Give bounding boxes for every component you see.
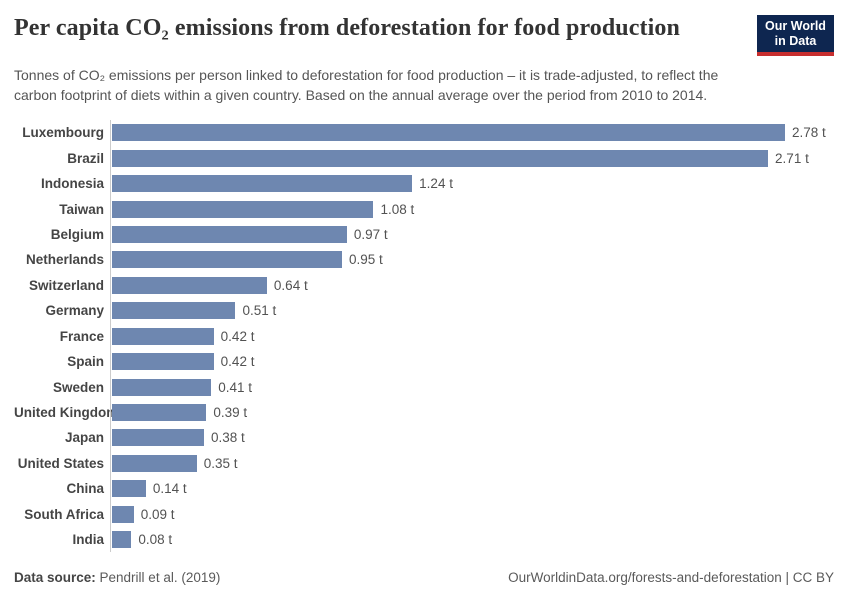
value-label: 0.39 t <box>213 405 248 421</box>
category-label: Sweden <box>52 379 104 395</box>
data-source: Data source: Pendrill et al. (2019) <box>14 570 220 585</box>
bar[interactable] <box>112 531 132 549</box>
bar-track: 2.78 t <box>110 120 836 146</box>
bar[interactable] <box>112 353 214 371</box>
footer: Data source: Pendrill et al. (2019) OurW… <box>14 570 834 585</box>
data-source-value: Pendrill et al. (2019) <box>95 570 221 585</box>
value-label: 0.51 t <box>242 303 277 319</box>
bar[interactable] <box>112 505 134 523</box>
bar[interactable] <box>112 276 267 294</box>
value-label: 0.35 t <box>203 455 238 471</box>
chart-row: France 0.42 t <box>14 323 836 349</box>
bar[interactable] <box>112 404 207 422</box>
chart-row: Indonesia 1.24 t <box>14 170 836 197</box>
category-label: Belgium <box>50 226 104 242</box>
bar-track: 0.97 t <box>110 221 836 248</box>
footer-link[interactable]: OurWorldinData.org/forests-and-deforesta… <box>508 570 834 585</box>
bar[interactable] <box>112 302 236 320</box>
header: Per capita CO₂ emissions from deforestat… <box>14 14 834 56</box>
bar-track: 0.38 t <box>110 425 836 451</box>
chart-row: India 0.08 t <box>14 527 836 553</box>
bar[interactable] <box>112 480 146 498</box>
value-label: 1.08 t <box>380 201 415 217</box>
chart-row: Spain 0.42 t <box>14 348 836 375</box>
value-label: 0.08 t <box>138 532 173 548</box>
bar-track: 0.42 t <box>110 323 836 349</box>
bar-track: 0.39 t <box>110 399 836 426</box>
value-label: 0.42 t <box>220 328 255 344</box>
bar[interactable] <box>112 225 347 243</box>
value-label: 0.97 t <box>353 226 388 242</box>
bar-track: 0.42 t <box>110 348 836 375</box>
value-label: 2.71 t <box>775 150 809 166</box>
bar-track: 1.08 t <box>110 196 836 222</box>
category-label: Switzerland <box>28 277 104 293</box>
bar[interactable] <box>112 429 204 447</box>
category-label: France <box>59 328 104 344</box>
chart-row: Netherlands 0.95 t <box>14 247 836 273</box>
chart-row: Japan 0.38 t <box>14 425 836 451</box>
value-label: 2.78 t <box>792 125 826 141</box>
value-label: 0.64 t <box>273 277 308 293</box>
page-title: Per capita CO₂ emissions from deforestat… <box>14 15 680 41</box>
bar[interactable] <box>112 327 214 345</box>
chart-row: Luxembourg 2.78 t <box>14 120 836 146</box>
category-label: Japan <box>64 430 104 446</box>
chart-row: United States 0.35 t <box>14 450 836 477</box>
chart-row: Sweden 0.41 t <box>14 374 836 400</box>
bar[interactable] <box>112 175 413 193</box>
value-label: 1.24 t <box>419 176 453 192</box>
bar[interactable] <box>112 200 374 218</box>
chart-rows: Luxembourg 2.78 t Brazil 2.71 t Indonesi… <box>14 120 836 553</box>
value-label: 0.42 t <box>220 354 255 370</box>
chart-row: United Kingdom 0.39 t <box>14 399 836 426</box>
chart-subtitle: Tonnes of CO₂ emissions per person linke… <box>14 67 719 104</box>
owid-logo-line2: in Data <box>774 34 817 48</box>
category-label: South Africa <box>24 506 104 522</box>
data-source-label: Data source: <box>14 570 96 585</box>
chart-row: Germany 0.51 t <box>14 298 836 324</box>
category-label: Indonesia <box>40 176 104 192</box>
value-label: 0.09 t <box>140 506 175 522</box>
bar[interactable] <box>112 378 212 396</box>
category-label: United States <box>17 455 104 471</box>
chart-row: Brazil 2.71 t <box>14 145 836 171</box>
bar-track: 0.95 t <box>110 247 836 273</box>
bar-track: 0.41 t <box>110 374 836 400</box>
bar-track: 0.14 t <box>110 476 836 502</box>
category-label: Germany <box>45 303 104 319</box>
category-label: Taiwan <box>59 201 104 217</box>
value-label: 0.41 t <box>218 379 253 395</box>
chart-row: Taiwan 1.08 t <box>14 196 836 222</box>
value-label: 0.95 t <box>348 252 383 268</box>
category-label: Brazil <box>67 150 104 166</box>
bar[interactable] <box>112 454 197 472</box>
bar[interactable] <box>112 124 785 142</box>
bar-track: 0.35 t <box>110 450 836 477</box>
bar-track: 1.24 t <box>110 170 836 197</box>
bar-track: 0.64 t <box>110 272 836 299</box>
bar-track: 0.09 t <box>110 501 836 527</box>
category-label: India <box>72 532 104 548</box>
value-label: 0.14 t <box>152 481 187 497</box>
chart-row: South Africa 0.09 t <box>14 501 836 527</box>
chart-row: Switzerland 0.64 t <box>14 272 836 299</box>
category-label: United Kingdom <box>14 405 119 421</box>
bar[interactable] <box>112 149 769 167</box>
category-label: Netherlands <box>25 252 104 268</box>
category-label: Spain <box>67 354 104 370</box>
owid-logo-line1: Our World <box>765 19 826 33</box>
category-label: China <box>66 481 104 497</box>
category-label: Luxembourg <box>22 125 104 141</box>
bar-track: 2.71 t <box>110 145 836 171</box>
bar-track: 0.51 t <box>110 298 836 324</box>
owid-logo[interactable]: Our World in Data <box>757 15 834 56</box>
chart-row: Belgium 0.97 t <box>14 221 836 248</box>
bar[interactable] <box>112 251 342 269</box>
value-label: 0.38 t <box>210 430 245 446</box>
bar-track: 0.08 t <box>110 527 836 553</box>
chart-row: China 0.14 t <box>14 476 836 502</box>
